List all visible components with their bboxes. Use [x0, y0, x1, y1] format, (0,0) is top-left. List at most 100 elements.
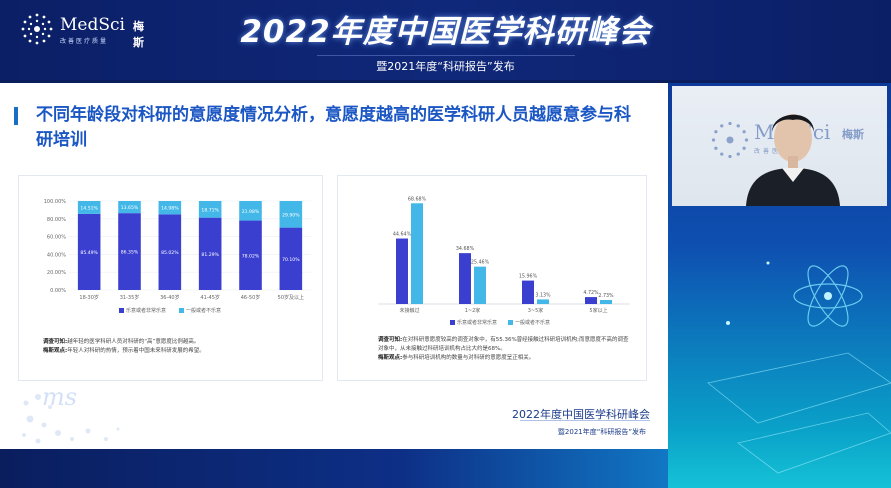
bar-segment — [158, 214, 182, 290]
bar — [522, 280, 534, 304]
x-tick-label: 未接触过 — [399, 307, 419, 314]
event-title: 2022年度中国医学科研峰会 — [240, 14, 651, 50]
note-label-1: 调查可知: — [43, 339, 68, 345]
x-tick-label: 18-30岁 — [79, 294, 99, 301]
legend-item-low: 一般或者不乐意 — [508, 319, 550, 326]
stage-floor — [0, 449, 668, 488]
bar-segment — [118, 213, 141, 290]
y-tick-label: 0.00% — [50, 288, 66, 294]
medsci-logo: MedSci 梅斯 改善医疗质量 — [20, 12, 150, 49]
speaker-person — [746, 114, 840, 206]
note-text-2: 年轻人对科研的热情，预示着中国未来科研发展的希望。 — [67, 348, 205, 354]
legend-label-low: 一般或者不乐意 — [515, 320, 551, 326]
bar — [600, 299, 612, 304]
y-tick-label: 40.00% — [47, 252, 66, 258]
data-label: 13.65% — [121, 205, 139, 211]
bar-segment — [77, 201, 101, 214]
legend-label-high: 乐意或者非常乐意 — [457, 320, 498, 326]
data-label: 44.64% — [393, 232, 412, 238]
data-label: 14.98% — [161, 206, 179, 212]
note-line-1: 调查可知:在对科研意愿度较高的调查对象中，有55.36%曾经接触过科研培训机构;… — [378, 336, 633, 354]
age-chart-note: 调查可知:越年轻的医学科研人员对科研的“高”意愿度比例越高。 梅斯观点:年轻人对… — [43, 338, 313, 356]
bar-segment — [198, 201, 222, 218]
bar-segment — [118, 201, 141, 214]
training-grouped-bar-chart: 44.64% 68.68% 未接触过 34.68% 25.46% 1~2家 15.96% 3.… — [378, 196, 630, 314]
data-label: 18.71% — [201, 207, 219, 213]
subtitle-divider — [317, 55, 575, 75]
data-label: 68.68% — [408, 196, 427, 202]
event-subtitle: 暨2021年度“科研报告”发布 — [376, 60, 515, 73]
bar-segment — [77, 213, 101, 290]
legend-swatch-high — [119, 308, 124, 313]
note-label-2: 梅斯观点: — [43, 348, 68, 354]
x-tick-label: 5家以上 — [589, 307, 607, 314]
ms-watermark-text: ms — [42, 383, 78, 411]
legend-swatch-low — [508, 320, 513, 325]
ms-watermark-dots-icon — [22, 394, 120, 444]
note-label-1: 调查可知: — [378, 337, 403, 343]
x-tick-label: 31-35岁 — [120, 294, 140, 301]
data-label: 70.10% — [282, 257, 300, 263]
logo-dots-icon — [21, 13, 53, 45]
y-tick-label: 100.00% — [44, 199, 66, 205]
legend-swatch-high — [450, 320, 455, 325]
title-accent-bar — [14, 107, 18, 125]
bar-segment — [239, 220, 262, 290]
age-chart-panel: 0.00% 20.00% 40.00% 60.00% 80.00% 100.00% 85.4… — [18, 175, 323, 381]
data-label: 78.02% — [242, 253, 260, 259]
x-tick-label: 36-40岁 — [160, 294, 180, 301]
bar — [459, 253, 471, 304]
video-logo-dots-icon — [711, 121, 749, 159]
data-label: 4.72% — [583, 290, 599, 296]
data-label: 34.68% — [456, 246, 475, 252]
data-label: 21.98% — [242, 209, 260, 215]
legend-label-high: 乐意或者非常乐意 — [126, 308, 167, 314]
x-tick-label: 1~2家 — [465, 307, 481, 314]
training-chart-panel: 44.64% 68.68% 未接触过 34.68% 25.46% 1~2家 15.96% 3.… — [337, 175, 647, 381]
note-text-2: 参与科研培训机构的数量与对科研的意愿度呈正相关。 — [402, 355, 535, 361]
data-label: 14.51% — [80, 205, 98, 211]
note-line-1: 调查可知:越年轻的医学科研人员对科研的“高”意愿度比例越高。 — [43, 338, 313, 347]
bar — [474, 266, 486, 304]
note-line-2: 梅斯观点:年轻人对科研的热情，预示着中国未来科研发展的希望。 — [43, 347, 313, 356]
data-label: 15.96% — [519, 274, 538, 280]
y-tick-label: 20.00% — [47, 270, 66, 276]
slide-footer-subtitle: 暨2021年度“科研报告”发布 — [557, 428, 646, 436]
x-tick-label: 3~5家 — [528, 307, 544, 314]
bar-segment — [158, 201, 182, 215]
legend-item-low: 一般或者不乐意 — [179, 307, 221, 314]
bar — [396, 238, 408, 304]
x-tick-label: 46-50岁 — [241, 294, 261, 301]
data-label: 25.46% — [471, 260, 490, 266]
atom-decoration-icon — [707, 261, 891, 474]
data-label: 2.73% — [598, 293, 614, 299]
age-stacked-bar-chart: 0.00% 20.00% 40.00% 60.00% 80.00% 100.00% 85.4… — [44, 199, 311, 301]
x-tick-label: 50岁及以上 — [278, 294, 304, 301]
logo-subtitle: 改善医疗质量 — [60, 38, 109, 45]
legend-item-high: 乐意或者非常乐意 — [450, 319, 497, 326]
logo-cn: 梅斯 — [133, 20, 144, 49]
slide-footer-title: 2022年度中国医学科研峰会 — [512, 408, 650, 421]
slide-title: 不同年龄段对科研的意愿度情况分析，意愿度越高的医学科研人员越愿意参与科研培训 — [36, 105, 631, 150]
logo-text: MedSci — [60, 15, 125, 35]
y-tick-label: 80.00% — [47, 217, 66, 223]
data-label: 3.13% — [535, 292, 551, 298]
bar-segment — [239, 201, 262, 221]
event-header: MedSci 梅斯 改善医疗质量 2022年度中国医学科研峰会 暨2021年度“… — [0, 0, 891, 80]
y-tick-label: 60.00% — [47, 235, 66, 241]
presentation-slide: 不同年龄段对科研的意愿度情况分析，意愿度越高的医学科研人员越愿意参与科研培训 0… — [0, 83, 668, 449]
bar-segment — [279, 201, 303, 228]
data-label: 85.02% — [161, 250, 179, 256]
bar — [585, 297, 597, 304]
legend-label-low: 一般或者不乐意 — [186, 308, 222, 314]
bar-segment — [198, 217, 222, 290]
video-logo-cn: 梅斯 — [842, 128, 864, 141]
data-label: 29.90% — [282, 212, 300, 218]
x-tick-label: 41-45岁 — [200, 294, 220, 301]
data-label: 85.49% — [80, 250, 98, 256]
slide-footer-divider — [520, 420, 650, 421]
data-label: 81.29% — [201, 252, 219, 258]
bar — [537, 299, 549, 304]
legend-swatch-low — [179, 308, 184, 313]
data-label: 86.35% — [121, 250, 139, 256]
